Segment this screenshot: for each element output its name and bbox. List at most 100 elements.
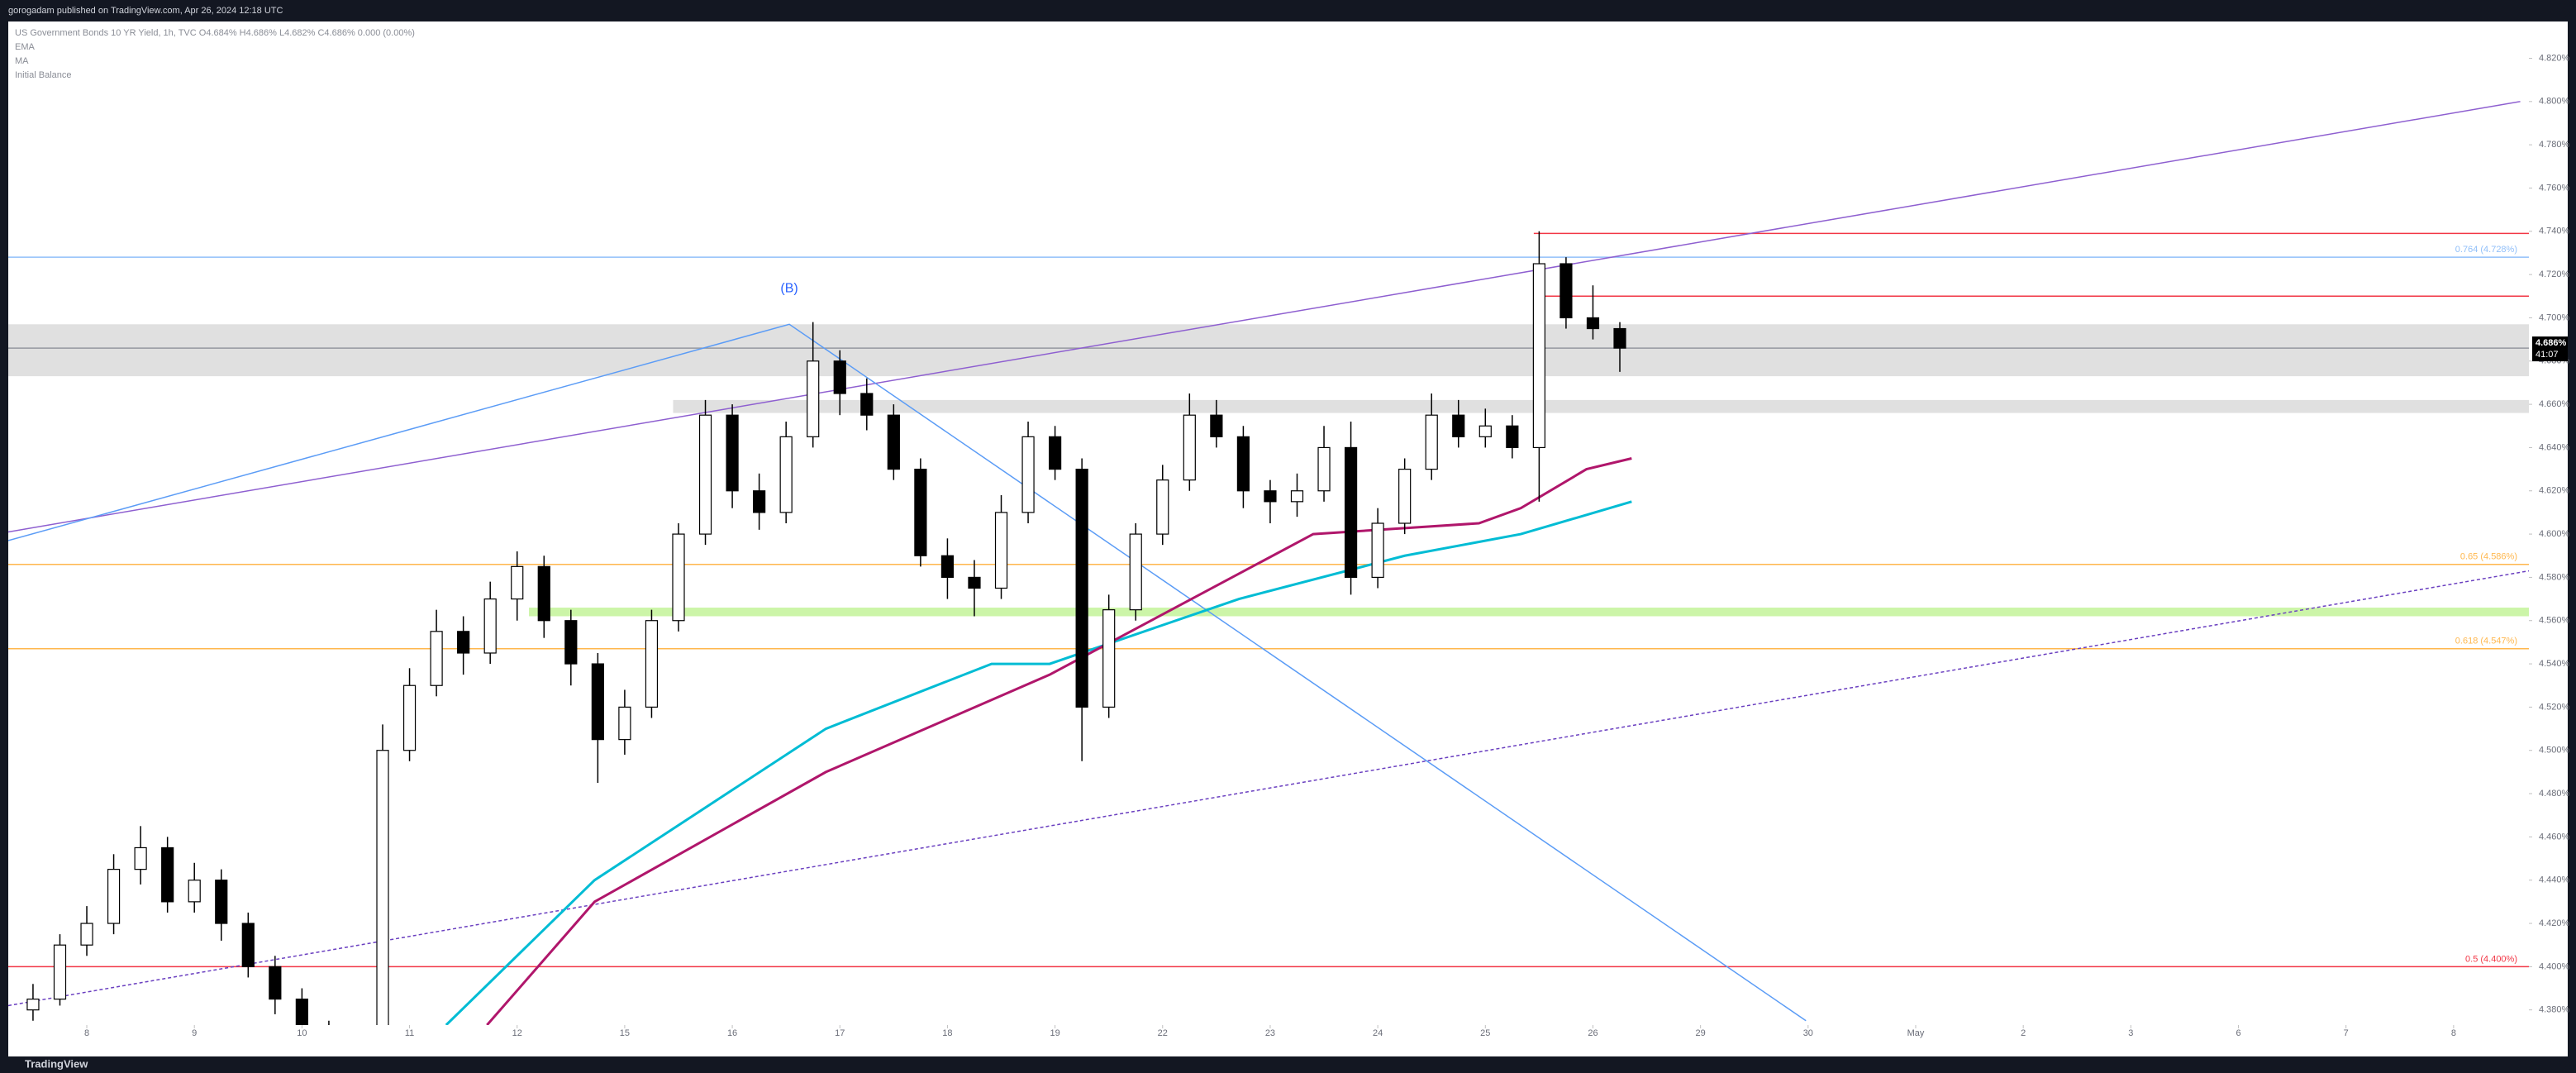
candle-body — [672, 533, 685, 622]
x-tick-label: 9 — [192, 1028, 197, 1038]
candle-body — [1075, 468, 1088, 708]
candle-body — [1398, 468, 1412, 524]
y-tick-label: 4.420% — [2539, 918, 2570, 928]
candle-body — [1264, 490, 1277, 503]
moving-average — [445, 500, 1632, 1025]
y-tick-label: 4.780% — [2539, 140, 2570, 150]
chart-background — [8, 21, 2568, 1056]
x-tick-label: 29 — [1696, 1028, 1706, 1038]
x-tick-label: 8 — [84, 1028, 89, 1038]
candle-body — [914, 468, 927, 556]
y-tick-label: 4.800% — [2539, 97, 2570, 107]
x-tick-label: 10 — [297, 1028, 307, 1038]
candle-body — [887, 414, 900, 470]
candle-body — [645, 620, 659, 708]
candle-body — [430, 631, 443, 686]
y-tick-label: 4.500% — [2539, 746, 2570, 756]
y-tick-label: 4.640% — [2539, 442, 2570, 452]
candle-body — [1021, 436, 1035, 513]
trend-line — [8, 570, 2529, 1007]
fib-label: 0.5 (4.400%) — [2465, 954, 2517, 964]
wave-label: (B) — [780, 282, 798, 296]
candle-body — [940, 555, 955, 579]
candle-body — [457, 631, 470, 654]
y-tick-label: 4.660% — [2539, 399, 2570, 409]
candle-body — [1210, 414, 1223, 437]
x-tick-label: 8 — [2451, 1028, 2456, 1038]
candle-body — [1236, 436, 1250, 492]
x-tick-label: 23 — [1265, 1028, 1275, 1038]
plot-area — [8, 101, 2529, 1025]
y-tick-label: 4.600% — [2539, 529, 2570, 539]
candle-body — [618, 706, 631, 741]
candle-body — [698, 414, 712, 535]
candle-body — [1532, 263, 1545, 449]
price-countdown: 41:07 — [2536, 350, 2559, 360]
candle-body — [188, 880, 201, 903]
candle-body — [779, 436, 793, 513]
candle-body — [1506, 425, 1519, 449]
legend-entry: US Government Bonds 10 YR Yield, 1h, TVC… — [15, 28, 415, 38]
y-tick-label: 4.700% — [2539, 312, 2570, 322]
y-tick-label: 4.440% — [2539, 875, 2570, 885]
zone — [8, 324, 2529, 377]
candle-body — [1452, 414, 1465, 437]
y-tick-label: 4.460% — [2539, 832, 2570, 842]
x-tick-label: 3 — [2128, 1028, 2133, 1038]
x-tick-label: 17 — [835, 1028, 845, 1038]
candle-body — [1156, 479, 1169, 535]
y-tick-label: 4.740% — [2539, 227, 2570, 236]
price-tag — [2532, 336, 2568, 362]
candle-body — [564, 620, 578, 665]
candle-body — [1344, 446, 1358, 579]
candle-body — [80, 923, 93, 946]
x-tick-label: 2 — [2021, 1028, 2026, 1038]
fib-label: 0.618 (4.547%) — [2455, 637, 2517, 646]
candle-body — [26, 999, 40, 1011]
candle-body — [726, 414, 739, 492]
candle-body — [1183, 414, 1196, 481]
candle-body — [1613, 327, 1626, 349]
legend-entry: EMA — [15, 42, 36, 52]
y-tick-label: 4.480% — [2539, 789, 2570, 799]
candle-body — [1586, 317, 1600, 330]
candle-body — [1102, 609, 1116, 708]
y-tick-label: 4.560% — [2539, 616, 2570, 626]
candle-body — [1129, 533, 1142, 611]
y-tick-label: 4.520% — [2539, 702, 2570, 712]
candle-body — [1371, 522, 1384, 579]
moving-average — [486, 457, 1632, 1025]
legend-entry: MA — [15, 56, 29, 66]
candle-body — [1478, 425, 1492, 437]
x-tick-label: 18 — [942, 1028, 952, 1038]
candle-body — [994, 512, 1008, 589]
zone — [529, 608, 2529, 617]
candle-body — [968, 576, 981, 589]
candle-body — [591, 663, 604, 741]
candle-body — [833, 360, 846, 394]
candle-body — [511, 565, 524, 600]
candle-body — [807, 360, 820, 437]
candle-body — [161, 846, 174, 903]
trend-line — [8, 101, 2521, 533]
fib-label: 0.764 (4.728%) — [2455, 245, 2517, 255]
zone — [673, 399, 2529, 413]
candle-body — [269, 966, 282, 1000]
candle-body — [860, 393, 874, 416]
y-tick-label: 4.540% — [2539, 659, 2570, 669]
fib-label: 0.65 (4.586%) — [2460, 552, 2517, 562]
y-tick-label: 4.620% — [2539, 486, 2570, 496]
candle-body — [241, 923, 255, 967]
candle-body — [134, 846, 147, 870]
candle-body — [483, 598, 497, 654]
y-tick-label: 4.400% — [2539, 961, 2570, 971]
y-tick-label: 4.760% — [2539, 183, 2570, 193]
x-tick-label: 25 — [1480, 1028, 1490, 1038]
candle-body — [1317, 446, 1331, 492]
legend-entry: Initial Balance — [15, 70, 72, 80]
footer-brand: TradingView — [25, 1057, 88, 1070]
y-tick-label: 4.820% — [2539, 53, 2570, 63]
x-tick-label: 16 — [727, 1028, 737, 1038]
